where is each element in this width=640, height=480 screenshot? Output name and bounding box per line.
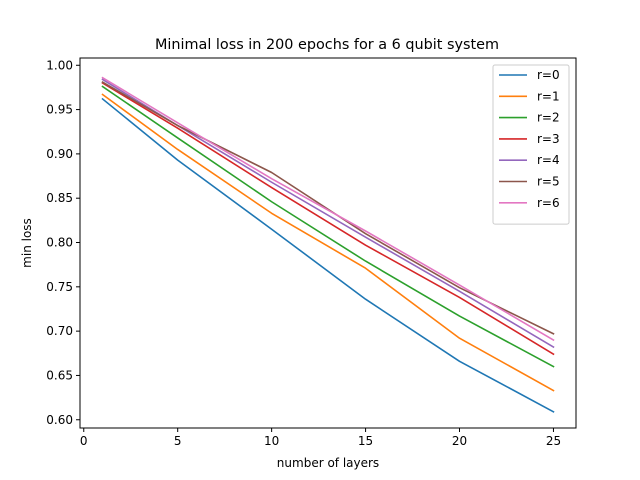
series-line-r-0 (101, 97, 555, 413)
legend-label: r=4 (537, 153, 560, 167)
x-tick-label: 5 (174, 434, 182, 448)
y-tick-label: 0.95 (46, 103, 73, 117)
legend: r=0 r=1 r=2 r=3 r=4 r=5 r=6 (492, 64, 570, 225)
y-tick-label: 0.85 (46, 191, 73, 205)
y-axis-ticks: 0.60 0.65 0.70 0.75 0.80 0.85 0.90 0.95 1.00 (46, 58, 80, 427)
x-tick-label: 10 (264, 434, 279, 448)
x-tick-label: 20 (452, 434, 467, 448)
series-line-r-4 (101, 78, 555, 349)
series-line-r-1 (101, 93, 555, 392)
series-line-r-5 (101, 81, 555, 335)
y-tick-label: 1.00 (46, 58, 73, 72)
legend-label: r=0 (537, 68, 560, 82)
series-line-r-6 (101, 76, 555, 342)
y-tick-label: 0.60 (46, 413, 73, 427)
x-tick-label: 15 (358, 434, 373, 448)
series-lines (101, 76, 555, 413)
x-axis-ticks: 0 5 10 15 20 25 (80, 428, 561, 448)
y-tick-label: 0.90 (46, 147, 73, 161)
series-line-r-3 (101, 81, 555, 356)
y-tick-label: 0.70 (46, 324, 73, 338)
y-axis-label: min loss (20, 218, 34, 268)
chart-title: Minimal loss in 200 epochs for a 6 qubit… (155, 37, 499, 53)
legend-label: r=3 (537, 132, 560, 146)
legend-label: r=5 (537, 175, 560, 189)
y-tick-label: 0.65 (46, 368, 73, 382)
legend-label: r=6 (537, 196, 560, 210)
y-tick-label: 0.75 (46, 280, 73, 294)
x-tick-label: 25 (546, 434, 561, 448)
legend-label: r=2 (537, 111, 560, 125)
y-tick-label: 0.80 (46, 236, 73, 250)
x-axis-label: number of layers (277, 456, 379, 470)
legend-label: r=1 (537, 89, 560, 103)
x-tick-label: 0 (80, 434, 88, 448)
plot-area-frame (79, 57, 577, 429)
legend-box (492, 64, 570, 225)
series-line-r-2 (101, 85, 555, 368)
